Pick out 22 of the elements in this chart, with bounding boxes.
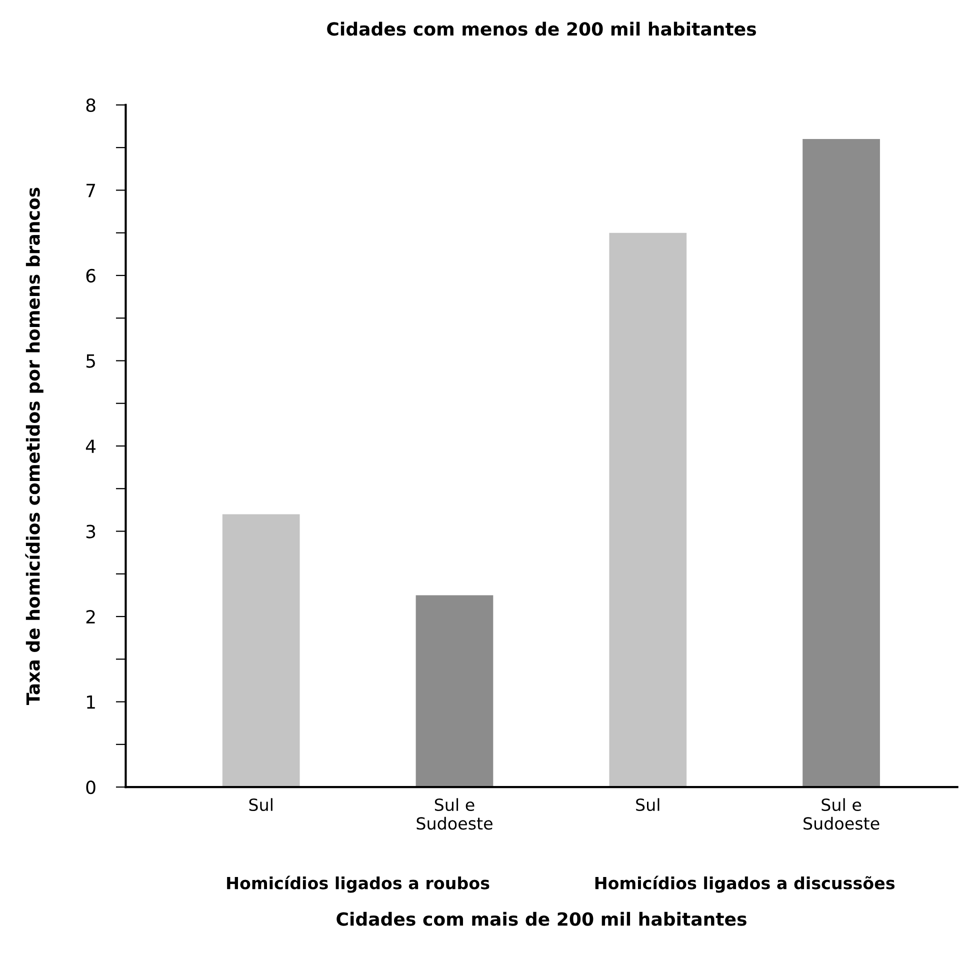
text: Homicídios ligados a discussões	[595, 876, 895, 893]
bar	[609, 232, 687, 788]
x-tick-label: Sul e Sudoeste	[416, 798, 492, 830]
x-tick-label: Sul	[249, 798, 272, 812]
x-tick-label: Sul e Sudoeste	[804, 798, 880, 830]
y-tick-label: 2	[86, 610, 95, 624]
y-tick-label: 6	[86, 268, 96, 283]
y-tick-label: 8	[86, 98, 96, 112]
y-axis-title: Taxa de homicídios cometidos por homens brancos	[25, 188, 44, 706]
x-tick-label: Sul	[636, 798, 660, 812]
y-tick-label: 3	[86, 524, 96, 538]
y-tick-label: 5	[86, 354, 95, 368]
bar	[416, 595, 494, 788]
y-tick-label: 1	[87, 695, 95, 709]
text: Homicídios ligados a roubos	[227, 876, 490, 893]
chart-title: Cidades com menos de 200 mil habitantes	[327, 22, 756, 36]
y-tick-label: 7	[86, 184, 95, 198]
bar	[802, 139, 880, 788]
y-tick-label: 4	[86, 440, 96, 453]
text: Cidades com mais de 200 mil habitantes	[336, 912, 746, 926]
bar	[222, 514, 300, 788]
y-tick-label: 0	[86, 780, 96, 794]
